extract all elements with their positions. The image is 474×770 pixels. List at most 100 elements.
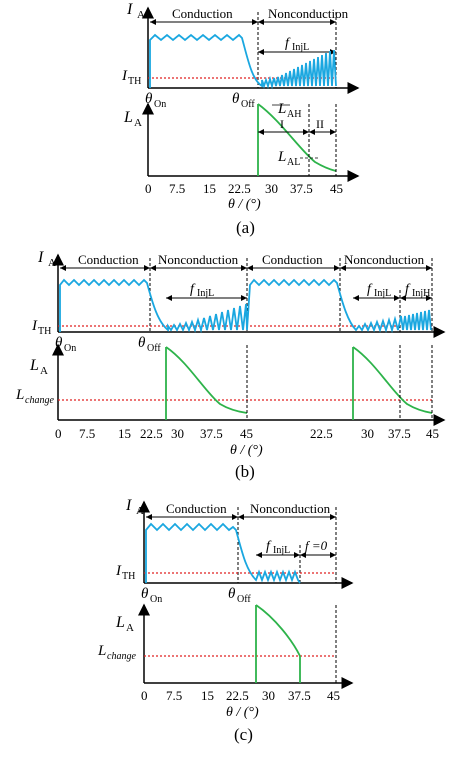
xtick: 15 xyxy=(203,181,216,196)
theta-on-sub: On xyxy=(154,99,166,110)
lchange-label: L xyxy=(15,387,24,403)
conduction-label: Conduction xyxy=(172,6,233,21)
current-axis-label: I xyxy=(125,497,132,514)
panel-b-current-plot: I A Conduction Nonconduction Conduction … xyxy=(31,249,446,354)
current-waveform xyxy=(145,522,301,584)
theta-off-sub: Off xyxy=(241,99,255,110)
xtick: 0 xyxy=(141,688,148,703)
x-axis-label: θ / (°) xyxy=(228,197,261,212)
finjh-label: f xyxy=(405,282,411,297)
xtick: 37.5 xyxy=(290,181,313,196)
region-1-label: I xyxy=(280,117,284,131)
current-axis-label: I xyxy=(37,249,44,266)
conduction-label: Conduction xyxy=(78,252,139,267)
xtick: 37.5 xyxy=(200,426,223,441)
xtick: 45 xyxy=(240,426,253,441)
xtick: 22.5 xyxy=(140,426,163,441)
inductance-curve xyxy=(165,346,248,414)
theta-on-label: θ xyxy=(145,91,153,107)
xtick: 30 xyxy=(171,426,184,441)
xtick: 15 xyxy=(118,426,131,441)
x-axis-label: θ / (°) xyxy=(226,705,259,720)
threshold-label: I xyxy=(31,318,38,334)
xtick: 45 xyxy=(426,426,439,441)
theta-off-sub: Off xyxy=(147,343,161,354)
finj-sub: InjL xyxy=(197,288,214,299)
panel-c-inductance-plot: L A L change 0 7.5 15 22.5 30 37.5 45 θ … xyxy=(97,603,354,720)
theta-on-label: θ xyxy=(55,335,63,351)
induct-axis-label: L xyxy=(115,614,125,631)
finj-sub: InjL xyxy=(292,42,309,53)
current-waveform xyxy=(149,33,337,90)
xtick: 45 xyxy=(330,181,343,196)
finj-label: f xyxy=(285,36,291,51)
panel-c-xticks: 0 7.5 15 22.5 30 37.5 45 xyxy=(141,688,340,703)
xtick: 0 xyxy=(145,181,152,196)
xtick: 30 xyxy=(262,688,275,703)
theta-on-sub: On xyxy=(64,343,76,354)
theta-on-sub: On xyxy=(150,594,162,605)
induct-axis-sub: A xyxy=(126,622,134,634)
induct-axis-sub: A xyxy=(40,365,48,377)
xtick: 37.5 xyxy=(388,426,411,441)
panel-b-inductance-plot: L A L change 0 7.5 15 22.5 30 37.5 45 22… xyxy=(15,343,446,458)
finj-sub: InjL xyxy=(273,545,290,556)
xtick: 30 xyxy=(265,181,278,196)
xtick: 30 xyxy=(361,426,374,441)
current-waveform xyxy=(59,278,432,334)
panel-a-inductance-plot: L A I II L AH L AL 0 7.5 15 22.5 30 37.5… xyxy=(123,101,360,212)
finj2-label: f xyxy=(367,282,373,297)
panel-b-xticks: 0 7.5 15 22.5 30 37.5 45 22.5 30 37.5 45 xyxy=(55,426,439,441)
inductance-curve xyxy=(255,604,301,657)
xtick: 45 xyxy=(327,688,340,703)
threshold-label: I xyxy=(121,68,128,84)
xtick: 22.5 xyxy=(228,181,251,196)
caption-c: (c) xyxy=(234,725,253,744)
caption-b: (b) xyxy=(235,462,255,481)
xtick: 0 xyxy=(55,426,62,441)
induct-axis-label: L xyxy=(123,109,133,126)
current-axis-sub: A xyxy=(136,505,144,517)
xtick: 15 xyxy=(201,688,214,703)
nonconduction-label: Nonconduction xyxy=(250,501,331,516)
xtick: 7.5 xyxy=(169,181,185,196)
lchange-label: L xyxy=(97,643,106,659)
lchange-sub: change xyxy=(107,651,136,662)
finjh-sub: InjH xyxy=(412,288,430,299)
threshold-sub: TH xyxy=(38,326,51,337)
panel-a-current-plot: I A Conduction Nonconduction f InjL I TH… xyxy=(121,1,360,110)
xtick: 7.5 xyxy=(79,426,95,441)
finj-label: f xyxy=(190,282,196,297)
lal-label: L xyxy=(277,149,286,165)
conduction-label-2: Conduction xyxy=(262,252,323,267)
inductance-curve xyxy=(257,103,337,172)
lah-sub: AH xyxy=(287,109,301,120)
current-axis-sub: A xyxy=(48,257,56,269)
theta-off-label: θ xyxy=(138,335,146,351)
conduction-label: Conduction xyxy=(166,501,227,516)
lah-label: L xyxy=(277,101,286,117)
threshold-label: I xyxy=(115,563,122,579)
region-2-label: II xyxy=(316,117,324,131)
xtick: 37.5 xyxy=(288,688,311,703)
finj-label: f xyxy=(266,539,272,554)
caption-a: (a) xyxy=(236,218,255,237)
panel-c-current-plot: I A Conduction Nonconduction f InjL f =0… xyxy=(115,497,354,605)
theta-off-sub: Off xyxy=(237,594,251,605)
panel-a-xticks: 0 7.5 15 22.5 30 37.5 45 xyxy=(145,181,343,196)
nonconduction-label-2: Nonconduction xyxy=(344,252,425,267)
nonconduction-label: Nonconduction xyxy=(268,6,349,21)
finj2-sub: InjL xyxy=(374,288,391,299)
theta-on-label: θ xyxy=(141,586,149,602)
theta-off-label: θ xyxy=(232,91,240,107)
xtick: 22.5 xyxy=(226,688,249,703)
lal-sub: AL xyxy=(287,157,300,168)
x-axis-label: θ / (°) xyxy=(230,443,263,458)
current-axis-sub: A xyxy=(137,9,145,21)
theta-off-label: θ xyxy=(228,586,236,602)
xtick: 22.5 xyxy=(310,426,333,441)
induct-axis-label: L xyxy=(29,357,39,374)
inductance-curve-2 xyxy=(352,346,433,414)
threshold-sub: TH xyxy=(122,571,135,582)
